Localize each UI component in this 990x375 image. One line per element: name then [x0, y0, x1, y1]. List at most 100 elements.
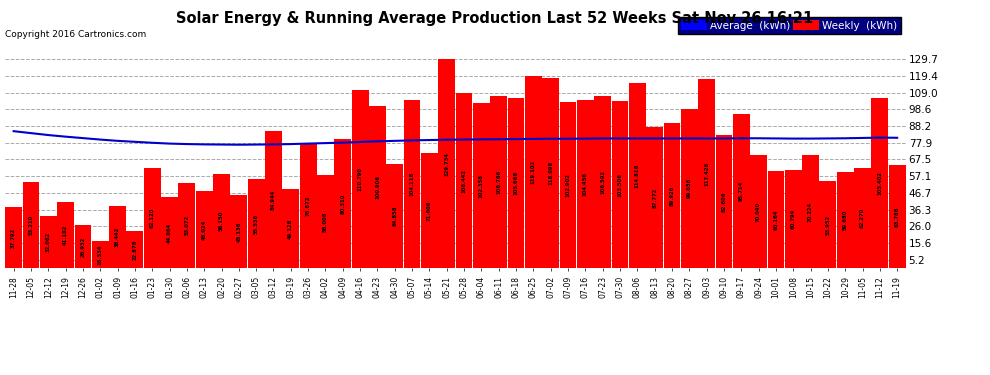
- Bar: [404, 100, 421, 268]
- Bar: [439, 59, 455, 268]
- Text: 62.120: 62.120: [149, 208, 154, 228]
- Bar: [559, 102, 576, 268]
- Text: 16.534: 16.534: [98, 244, 103, 265]
- Text: 110.790: 110.790: [357, 167, 362, 191]
- Text: 106.592: 106.592: [600, 170, 605, 194]
- Bar: [23, 182, 40, 268]
- Bar: [820, 181, 837, 268]
- Bar: [837, 172, 853, 268]
- Text: 26.932: 26.932: [80, 236, 85, 256]
- Bar: [178, 183, 195, 268]
- Text: 60.794: 60.794: [791, 209, 796, 229]
- Text: 49.128: 49.128: [288, 218, 293, 239]
- Text: 48.024: 48.024: [202, 219, 207, 240]
- Bar: [525, 76, 542, 268]
- Bar: [386, 164, 403, 268]
- Text: 118.098: 118.098: [548, 161, 553, 185]
- Text: 44.064: 44.064: [167, 222, 172, 243]
- Text: 89.926: 89.926: [669, 186, 674, 206]
- Bar: [681, 109, 698, 268]
- Bar: [785, 170, 802, 268]
- Bar: [351, 90, 368, 268]
- Bar: [767, 171, 784, 268]
- Text: 87.772: 87.772: [652, 187, 657, 207]
- Bar: [421, 153, 438, 268]
- Text: 53.210: 53.210: [29, 215, 34, 236]
- Bar: [646, 127, 663, 268]
- Bar: [663, 123, 680, 268]
- Text: Solar Energy & Running Average Production Last 52 Weeks Sat Nov 26 16:21: Solar Energy & Running Average Productio…: [176, 11, 814, 26]
- Bar: [161, 197, 178, 268]
- Text: 119.102: 119.102: [531, 160, 536, 184]
- Text: 100.906: 100.906: [375, 175, 380, 199]
- Bar: [750, 155, 767, 268]
- Text: 108.442: 108.442: [461, 169, 466, 193]
- Bar: [265, 131, 282, 268]
- Text: 63.788: 63.788: [895, 207, 900, 227]
- Bar: [889, 165, 906, 268]
- Text: 59.680: 59.680: [842, 210, 847, 230]
- Text: 76.872: 76.872: [306, 196, 311, 216]
- Bar: [854, 168, 871, 268]
- Bar: [473, 103, 490, 268]
- Bar: [282, 189, 299, 268]
- Bar: [698, 79, 715, 268]
- Text: Copyright 2016 Cartronics.com: Copyright 2016 Cartronics.com: [5, 30, 147, 39]
- Bar: [196, 191, 213, 268]
- Text: 80.310: 80.310: [341, 193, 346, 214]
- Text: 22.878: 22.878: [133, 240, 138, 260]
- Bar: [629, 83, 645, 268]
- Text: 106.766: 106.766: [496, 170, 501, 194]
- Bar: [57, 202, 74, 268]
- Text: 102.358: 102.358: [479, 174, 484, 198]
- Bar: [577, 100, 594, 268]
- Bar: [248, 178, 264, 268]
- Text: 104.118: 104.118: [410, 172, 415, 196]
- Bar: [802, 155, 819, 268]
- Bar: [369, 105, 386, 268]
- Text: 95.714: 95.714: [739, 181, 743, 201]
- Bar: [335, 139, 351, 268]
- Bar: [612, 101, 629, 268]
- Bar: [92, 242, 109, 268]
- Legend: Average  (kWh), Weekly  (kWh): Average (kWh), Weekly (kWh): [677, 16, 901, 34]
- Text: 45.136: 45.136: [237, 222, 242, 242]
- Bar: [144, 168, 160, 268]
- Bar: [455, 93, 472, 268]
- Text: 102.902: 102.902: [565, 173, 570, 197]
- Text: 70.224: 70.224: [808, 201, 813, 222]
- Text: 60.164: 60.164: [773, 209, 778, 230]
- Bar: [490, 96, 507, 268]
- Bar: [300, 144, 317, 268]
- Bar: [231, 195, 248, 268]
- Text: 84.944: 84.944: [271, 190, 276, 210]
- Bar: [871, 98, 888, 268]
- Text: 32.062: 32.062: [46, 232, 50, 252]
- Text: 129.734: 129.734: [445, 152, 449, 176]
- Text: 70.040: 70.040: [756, 202, 761, 222]
- Text: 55.536: 55.536: [253, 213, 258, 234]
- Bar: [74, 225, 91, 268]
- Bar: [109, 206, 126, 268]
- Text: 103.506: 103.506: [618, 173, 623, 197]
- Bar: [213, 174, 230, 268]
- Text: 82.606: 82.606: [722, 191, 727, 212]
- Text: 58.150: 58.150: [219, 211, 224, 231]
- Bar: [594, 96, 611, 268]
- Bar: [733, 114, 749, 268]
- Text: 37.792: 37.792: [11, 228, 16, 248]
- Bar: [508, 98, 525, 268]
- Text: 105.668: 105.668: [514, 171, 519, 195]
- Text: 104.456: 104.456: [583, 172, 588, 196]
- Text: 99.036: 99.036: [687, 178, 692, 198]
- Bar: [127, 231, 144, 268]
- Text: 58.008: 58.008: [323, 211, 328, 232]
- Text: 53.952: 53.952: [826, 214, 831, 235]
- Bar: [5, 207, 22, 268]
- Text: 53.072: 53.072: [184, 215, 189, 236]
- Text: 71.606: 71.606: [427, 200, 432, 221]
- Bar: [40, 216, 56, 268]
- Bar: [716, 135, 733, 268]
- Bar: [543, 78, 559, 268]
- Text: 64.858: 64.858: [392, 206, 397, 226]
